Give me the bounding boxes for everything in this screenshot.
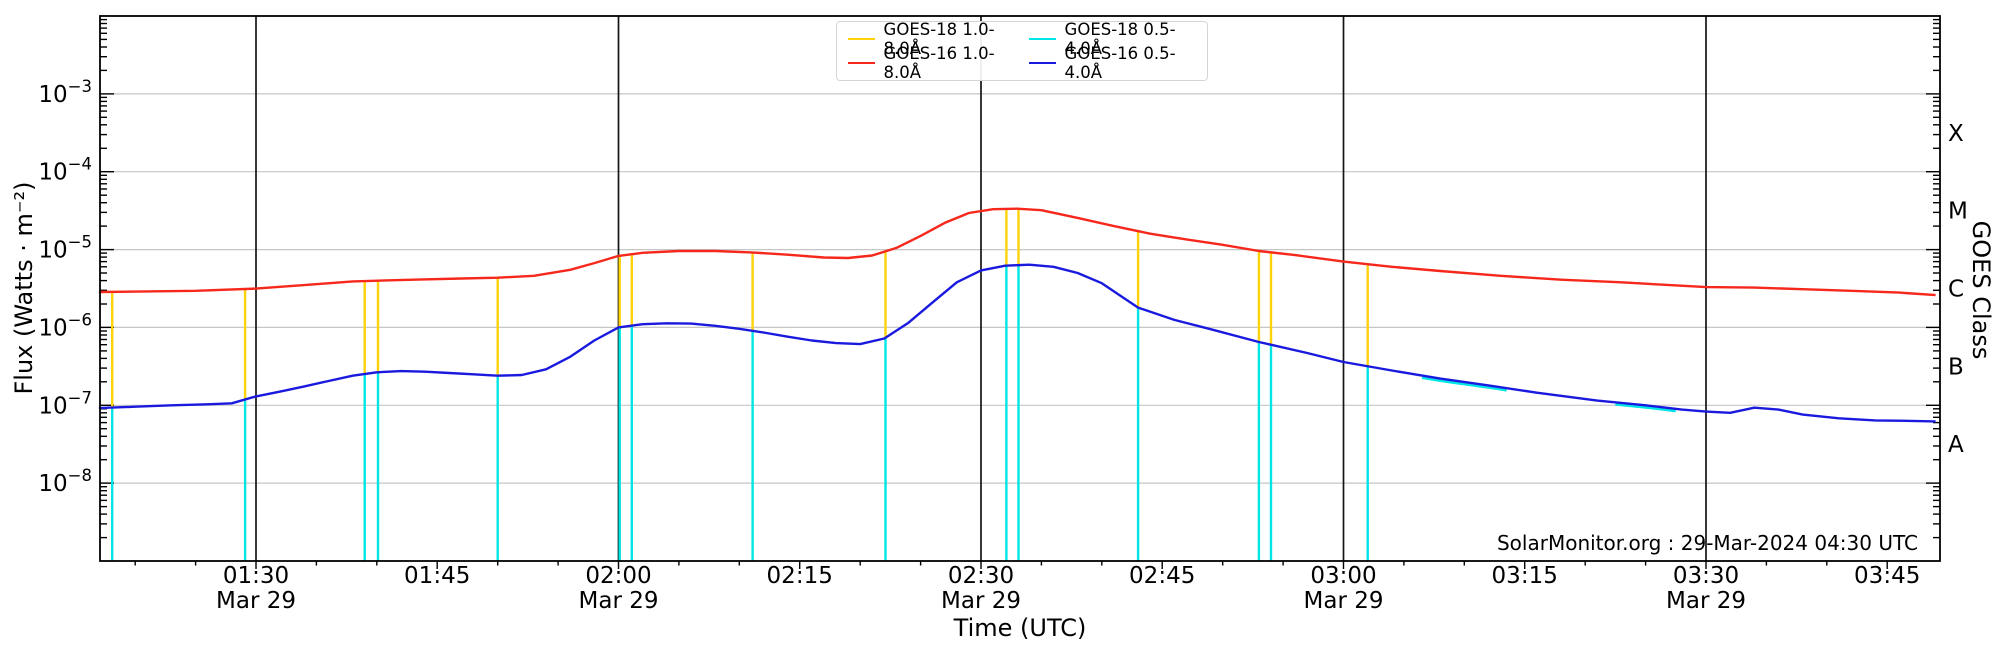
goes-class-labels: X M C B A [1948, 121, 1968, 458]
svg-text:10−7: 10−7 [38, 388, 92, 419]
svg-text:03:00: 03:00 [1310, 563, 1376, 589]
svg-text:02:00: 02:00 [585, 563, 651, 589]
legend-entry-goes18-long: GOES-18 1.0-8.0Å [848, 20, 1015, 58]
watermark-annotation: SolarMonitor.org : 29-Mar-2024 04:30 UTC [1496, 531, 1918, 555]
svg-text:10−8: 10−8 [38, 466, 92, 497]
legend-swatch-goes18-short [1029, 38, 1056, 40]
svg-text:M: M [1948, 199, 1968, 225]
legend-entry-goes16-long: GOES-16 1.0-8.0Å [848, 44, 1015, 82]
legend: GOES-18 1.0-8.0Å GOES-16 1.0-8.0Å GOES-1… [836, 20, 1208, 82]
svg-text:10−3: 10−3 [38, 77, 92, 108]
goes16-long-curve [98, 207, 1936, 297]
legend-swatch-goes18-long [848, 38, 875, 40]
svg-text:03:15: 03:15 [1492, 563, 1558, 589]
svg-text:Mar 29: Mar 29 [216, 588, 296, 614]
svg-text:02:45: 02:45 [1129, 563, 1195, 589]
goes18-short-dropout-spikes [110, 265, 1369, 561]
plot-frame [99, 15, 1941, 562]
legend-label: GOES-18 0.5-4.0Å [1064, 20, 1176, 58]
legend-entry-goes16-short: GOES-16 0.5-4.0Å [1029, 44, 1196, 82]
x-axis-title: Time (UTC) [953, 614, 1087, 642]
svg-text:Mar 29: Mar 29 [579, 588, 659, 614]
svg-text:01:30: 01:30 [223, 563, 289, 589]
svg-text:10−5: 10−5 [38, 233, 92, 264]
svg-text:X: X [1948, 121, 1964, 147]
y-ticks [100, 18, 1940, 539]
svg-text:03:45: 03:45 [1854, 563, 1920, 589]
goes16-short-curve [98, 263, 1936, 423]
y-axis-title: Flux (Watts · m⁻²) [10, 181, 38, 395]
right-axis-title: GOES Class [1967, 220, 1995, 360]
y-tick-labels: 10−3 10−4 10−5 10−6 10−7 10−8 [38, 77, 92, 497]
goes18-long-dropout-spikes [110, 208, 1369, 408]
legend-label: GOES-16 1.0-8.0Å [883, 44, 995, 82]
half-hour-vlines [255, 16, 1707, 561]
svg-text:A: A [1948, 432, 1964, 458]
svg-text:02:15: 02:15 [767, 563, 833, 589]
svg-text:01:45: 01:45 [404, 563, 470, 589]
gridlines [100, 93, 1940, 484]
legend-label: GOES-18 1.0-8.0Å [883, 20, 995, 58]
svg-text:C: C [1948, 277, 1964, 303]
svg-text:10−6: 10−6 [38, 310, 92, 341]
goes18-short-visible-segments [1421, 376, 1676, 413]
legend-label: GOES-16 0.5-4.0Å [1064, 44, 1176, 82]
svg-text:Mar 29: Mar 29 [1666, 588, 1746, 614]
legend-swatch-goes16-long [848, 62, 875, 64]
svg-text:Mar 29: Mar 29 [1304, 588, 1384, 614]
svg-text:B: B [1948, 354, 1964, 380]
svg-text:02:30: 02:30 [948, 563, 1014, 589]
legend-swatch-goes16-short [1029, 62, 1056, 64]
svg-text:03:30: 03:30 [1673, 563, 1739, 589]
svg-text:Mar 29: Mar 29 [941, 588, 1021, 614]
legend-entry-goes18-short: GOES-18 0.5-4.0Å [1029, 20, 1196, 58]
svg-text:10−4: 10−4 [38, 155, 92, 186]
